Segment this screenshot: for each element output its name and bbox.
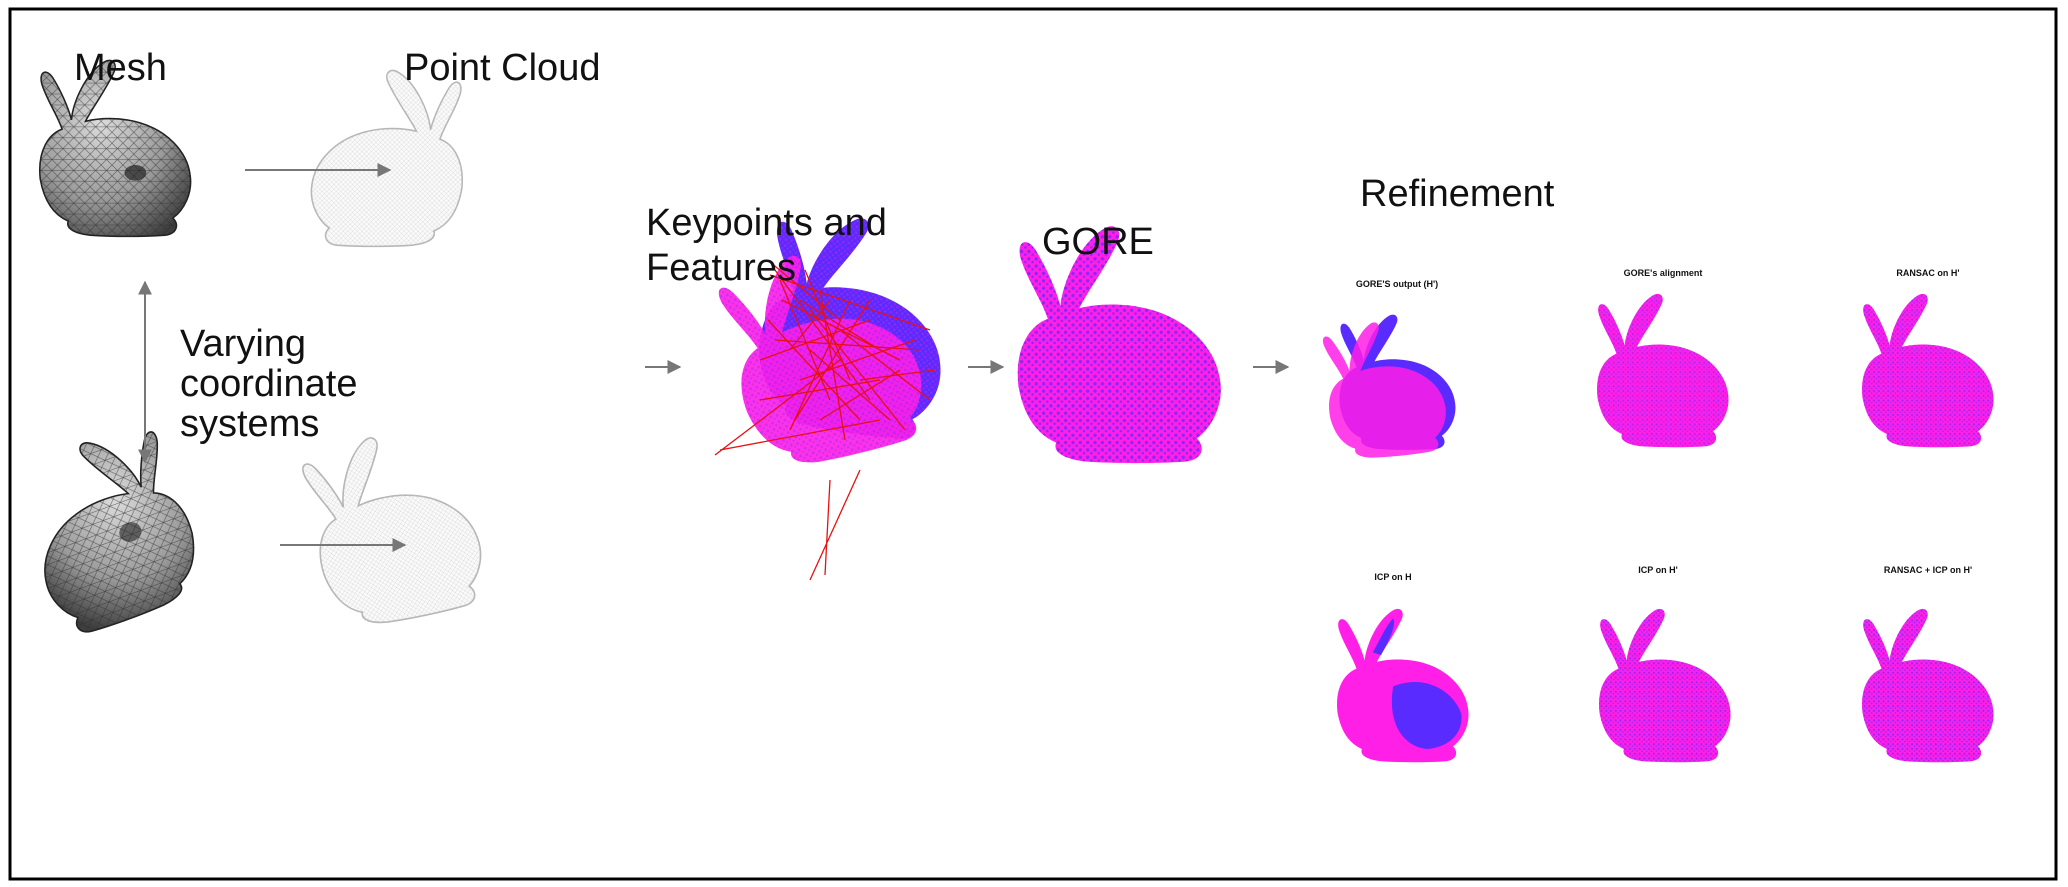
caption-refinement-5: ICP on H' bbox=[1638, 565, 1678, 575]
label-keypoints-2: Features bbox=[646, 247, 796, 289]
label-mesh: Mesh bbox=[74, 47, 167, 89]
point-cloud-bunny-top bbox=[310, 69, 464, 248]
label-varying-3: systems bbox=[180, 403, 320, 445]
label-gore: GORE bbox=[1042, 221, 1154, 263]
label-varying-1: Varying bbox=[180, 323, 307, 365]
point-cloud-bunny-bottom bbox=[297, 419, 493, 636]
figure-border bbox=[8, 7, 2058, 881]
mesh-bunny-top bbox=[38, 59, 192, 238]
caption-refinement-1: GORE'S output (H') bbox=[1355, 279, 1439, 289]
caption-refinement-6: RANSAC + ICP on H' bbox=[1883, 565, 1973, 575]
mesh-bunny-bottom bbox=[4, 418, 214, 643]
refinement-panel-4-bunny bbox=[1337, 608, 1469, 763]
keypoints-correspondence-plot bbox=[712, 206, 961, 581]
label-varying-2: coordinate bbox=[180, 363, 358, 405]
caption-refinement-2: GORE's alignment bbox=[1623, 268, 1703, 278]
caption-refinement-3: RANSAC on H' bbox=[1896, 268, 1960, 278]
label-point-cloud: Point Cloud bbox=[404, 47, 601, 89]
label-keypoints-1: Keypoints and bbox=[646, 202, 887, 244]
refinement-panel-2-bunny bbox=[1597, 293, 1729, 448]
caption-refinement-4: ICP on H bbox=[1374, 572, 1412, 582]
refinement-panel-3-bunny bbox=[1862, 293, 1994, 448]
refinement-panel-6-bunny bbox=[1862, 608, 1994, 763]
correspondence-lines bbox=[714, 261, 936, 581]
refinement-panel-1-bunny bbox=[1320, 314, 1456, 463]
refinement-panel-5-bunny bbox=[1599, 608, 1731, 763]
label-refinement: Refinement bbox=[1360, 173, 1555, 215]
